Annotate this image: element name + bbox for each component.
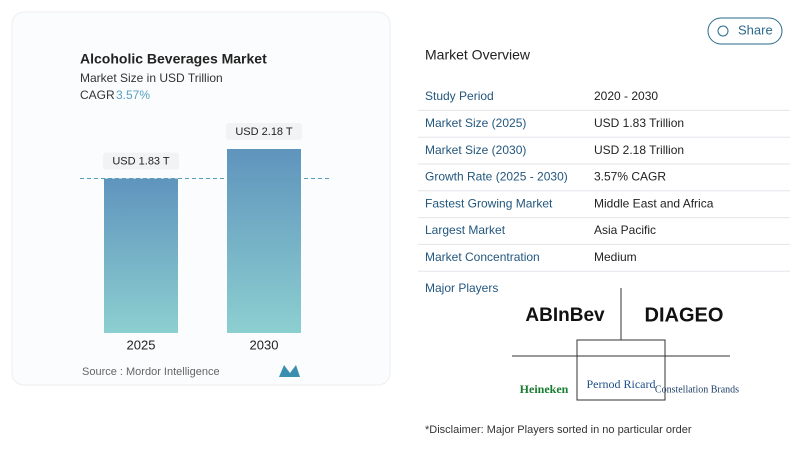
row-label: Fastest Growing Market bbox=[425, 196, 553, 210]
row-value: Middle East and Africa bbox=[594, 196, 714, 210]
cagr-value: 3.57% bbox=[116, 88, 150, 102]
overview-title: Market Overview bbox=[425, 47, 531, 63]
row-label: Largest Market bbox=[425, 223, 506, 237]
x-tick-label: 2025 bbox=[127, 337, 156, 352]
overview-table: Study Period 2020 - 2030 Market Size (2025… bbox=[418, 89, 790, 272]
row-label: Market Size (2025) bbox=[425, 116, 526, 130]
brand-logo bbox=[279, 365, 300, 377]
share-button[interactable] bbox=[707, 17, 783, 45]
value-label: USD 1.83 T bbox=[112, 155, 170, 167]
source: Source : Mordor Intelligence bbox=[82, 366, 220, 378]
share-text: Share bbox=[738, 22, 773, 37]
x-tick-label: 2030 bbox=[250, 337, 279, 352]
bar bbox=[104, 178, 178, 333]
player-logo: Pernod Ricard bbox=[587, 377, 656, 391]
row-label: Study Period bbox=[425, 89, 494, 103]
value-label-bg bbox=[103, 152, 179, 170]
player-logo: ABInBev bbox=[525, 305, 605, 326]
row-value: Medium bbox=[594, 250, 637, 264]
bars: USD 1.83 T 2025 USD 2.18 T 2030 bbox=[80, 123, 330, 352]
bar bbox=[227, 149, 301, 333]
row-value: 3.57% CAGR bbox=[594, 170, 666, 184]
player-logo: DIAGEO bbox=[645, 304, 724, 326]
player-logo: Heineken bbox=[520, 382, 569, 396]
cagr-label: CAGR bbox=[80, 88, 115, 102]
player-logo: Constellation Brands bbox=[655, 384, 739, 395]
value-label-bg bbox=[226, 123, 302, 140]
chart-title: Alcoholic Beverages Market bbox=[80, 51, 267, 67]
row-label: Market Size (2030) bbox=[425, 143, 526, 157]
value-label: USD 2.18 T bbox=[235, 126, 293, 138]
players-title: Major Players bbox=[425, 281, 498, 295]
row-value: 2020 - 2030 bbox=[594, 89, 658, 103]
row-value: USD 2.18 Trillion bbox=[594, 143, 684, 157]
share-icon bbox=[717, 25, 729, 37]
row-label: Market Concentration bbox=[425, 250, 540, 264]
row-value: USD 1.83 Trillion bbox=[594, 116, 684, 130]
chart-subtitle: Market Size in USD Trillion bbox=[80, 71, 223, 85]
row-value: Asia Pacific bbox=[594, 223, 656, 237]
divider-box bbox=[576, 339, 666, 401]
chart-card bbox=[11, 11, 391, 386]
row-label: Growth Rate (2025 - 2030) bbox=[425, 170, 568, 184]
disclaimer: *Disclaimer: Major Players sorted in no … bbox=[425, 424, 692, 436]
